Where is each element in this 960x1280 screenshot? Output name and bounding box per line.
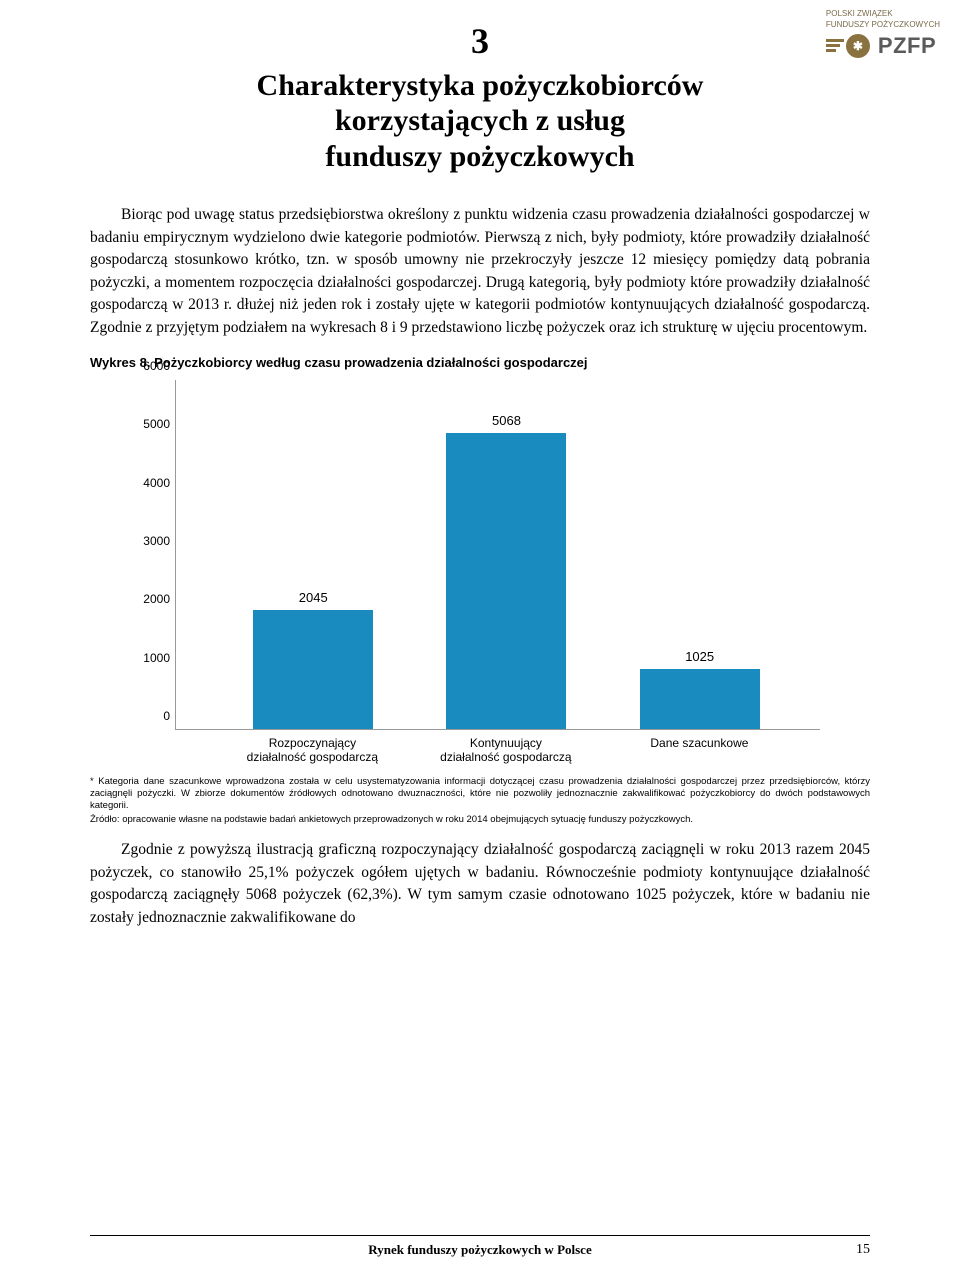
x-axis-label: Kontynuującydziałalność gospodarczą [416, 736, 596, 765]
footer-title: Rynek funduszy pożyczkowych w Polsce [368, 1242, 591, 1258]
chart-source: Źródło: opracowanie własne na podstawie … [90, 814, 870, 826]
y-tick: 2000 [120, 592, 170, 606]
bar-value-label: 2045 [253, 590, 373, 605]
body-paragraph-2: Zgodnie z powyższą ilustracją graficzną … [90, 839, 870, 929]
page-footer: Rynek funduszy pożyczkowych w Polsce 15 [90, 1242, 870, 1258]
body-paragraph-1: Biorąc pod uwagę status przedsiębiorstwa… [90, 204, 870, 339]
chapter-title-line2: korzystających z usług [335, 104, 625, 137]
x-axis-label: Dane szacunkowe [609, 736, 789, 750]
y-tick: 0 [120, 709, 170, 723]
chart-caption: Wykres 8. Pożyczkobiorcy według czasu pr… [90, 355, 870, 370]
chapter-number: 3 [90, 20, 870, 62]
chart-bar: 2045 [253, 610, 373, 729]
bar-value-label: 1025 [640, 649, 760, 664]
chapter-title: Charakterystyka pożyczkobiorców korzysta… [90, 68, 870, 174]
y-tick: 6000 [120, 359, 170, 373]
bar-rect [253, 610, 373, 729]
chart-bar: 5068 [446, 433, 566, 729]
logo-subtitle-1: POLSKI ZWIĄZEK [826, 10, 940, 19]
logo-icon: ✱ [826, 32, 872, 60]
pzfp-logo: POLSKI ZWIĄZEK FUNDUSZY POŻYCZKOWYCH ✱ P… [826, 10, 940, 60]
bar-chart: 0100020003000400050006000 204550681025 R… [120, 380, 820, 770]
chapter-title-line3: funduszy pożyczkowych [325, 140, 634, 173]
chapter-title-line1: Charakterystyka pożyczkobiorców [257, 69, 704, 102]
bar-rect [640, 669, 760, 729]
bar-rect [446, 433, 566, 729]
bar-value-label: 5068 [446, 413, 566, 428]
chart-bar: 1025 [640, 669, 760, 729]
y-tick: 3000 [120, 534, 170, 548]
y-tick: 1000 [120, 651, 170, 665]
y-tick: 4000 [120, 476, 170, 490]
footer-rule [90, 1235, 870, 1236]
x-axis-label: Rozpoczynającydziałalność gospodarczą [222, 736, 402, 765]
chart-footnote: * Kategoria dane szacunkowe wprowadzona … [90, 776, 870, 812]
logo-subtitle-2: FUNDUSZY POŻYCZKOWYCH [826, 21, 940, 30]
y-tick: 5000 [120, 417, 170, 431]
footer-page-number: 15 [856, 1242, 870, 1258]
logo-acronym: PZFP [878, 33, 936, 59]
